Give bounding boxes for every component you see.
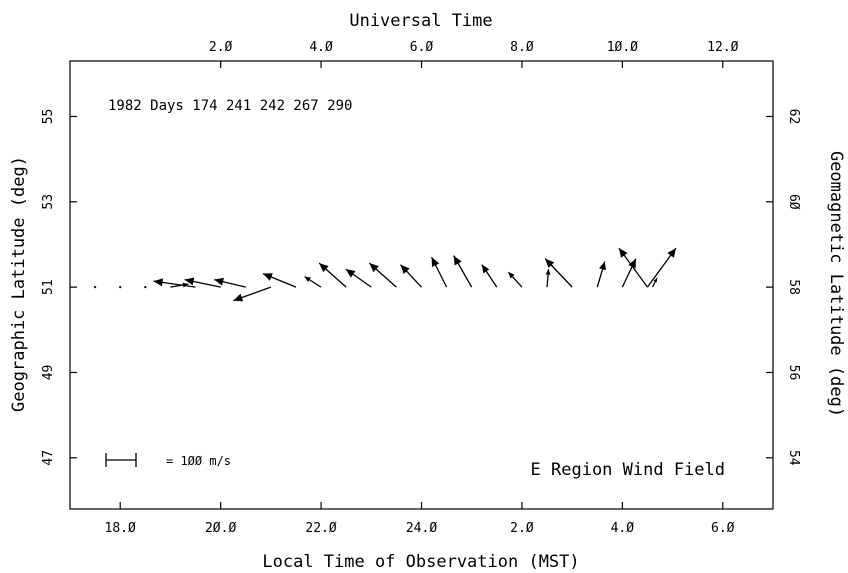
wind-vector-point — [119, 286, 122, 289]
left-axis: 47 49 51 53 55 — [41, 109, 77, 466]
y-right-label: Geomagnetic Latitude (deg) — [826, 151, 846, 417]
x-bottom-tick-label: 24.Ø — [406, 521, 437, 536]
wind-vector — [400, 264, 422, 288]
y-right-tick-label: 56 — [786, 365, 801, 381]
wind-vector — [544, 258, 573, 288]
wind-vector — [233, 286, 272, 302]
x-bottom-tick-label: 2Ø.Ø — [205, 521, 236, 536]
y-right-tick-label: 6Ø — [786, 194, 801, 210]
x-top-label: Universal Time — [349, 11, 492, 31]
wind-vector — [153, 278, 196, 288]
plot-frame — [69, 60, 774, 510]
wind-vector-point — [144, 286, 147, 289]
wind-vector — [214, 277, 246, 288]
wind-vector — [651, 277, 658, 288]
wind-vector — [304, 276, 322, 288]
wind-vector — [481, 264, 498, 288]
top-axis: 2.Ø 4.Ø 6.Ø 8.Ø 1Ø.Ø 12.Ø — [209, 40, 739, 68]
wind-vector — [431, 256, 448, 288]
y-right-tick-label: 58 — [786, 279, 801, 295]
y-left-tick-label: 51 — [41, 279, 56, 295]
chart-title: E Region Wind Field — [531, 460, 725, 480]
wind-vector — [621, 258, 637, 288]
y-left-tick-label: 47 — [41, 450, 56, 466]
x-top-tick-label: 1Ø.Ø — [607, 40, 638, 55]
x-bottom-tick-label: 6.Ø — [711, 521, 735, 536]
y-left-tick-label: 49 — [41, 365, 56, 381]
x-top-tick-label: 12.Ø — [707, 40, 738, 55]
wind-vector — [170, 282, 189, 288]
wind-vector — [368, 262, 397, 288]
x-top-tick-label: 4.Ø — [309, 40, 333, 55]
wind-vector — [507, 271, 523, 288]
x-bottom-tick-label: 2.Ø — [510, 521, 534, 536]
wind-vector — [453, 255, 473, 288]
wind-vector — [184, 277, 221, 288]
x-bottom-label: Local Time of Observation (MST) — [262, 552, 579, 572]
wind-vectors — [94, 247, 677, 302]
x-bottom-tick-label: 18.Ø — [105, 521, 136, 536]
y-right-tick-label: 62 — [786, 109, 801, 125]
y-left-tick-label: 53 — [41, 194, 56, 210]
y-right-tick-label: 54 — [786, 450, 801, 466]
bottom-axis: 18.Ø 2Ø.Ø 22.Ø 24.Ø 2.Ø 4.Ø 6.Ø — [105, 502, 735, 536]
wind-vector — [345, 268, 372, 288]
wind-vector — [596, 261, 606, 288]
wind-vector — [318, 262, 347, 288]
y-left-tick-label: 55 — [41, 109, 56, 125]
scale-label: = 1ØØ m/s — [166, 454, 231, 468]
days-annotation: 1982 Days 174 241 242 267 290 — [108, 98, 352, 114]
right-axis: 54 56 58 6Ø 62 — [766, 109, 801, 466]
wind-vector — [545, 269, 551, 288]
y-left-label: Geographic Latitude (deg) — [9, 156, 29, 412]
scale-indicator: = 1ØØ m/s — [105, 453, 231, 468]
x-top-tick-label: 2.Ø — [209, 40, 233, 55]
wind-vector — [262, 273, 297, 288]
x-bottom-tick-label: 4.Ø — [611, 521, 635, 536]
wind-vector-point — [94, 286, 97, 289]
wind-vector — [618, 247, 648, 288]
x-top-tick-label: 8.Ø — [510, 40, 534, 55]
x-top-tick-label: 6.Ø — [410, 40, 434, 55]
wind-vector — [646, 247, 677, 288]
x-bottom-tick-label: 22.Ø — [305, 521, 336, 536]
